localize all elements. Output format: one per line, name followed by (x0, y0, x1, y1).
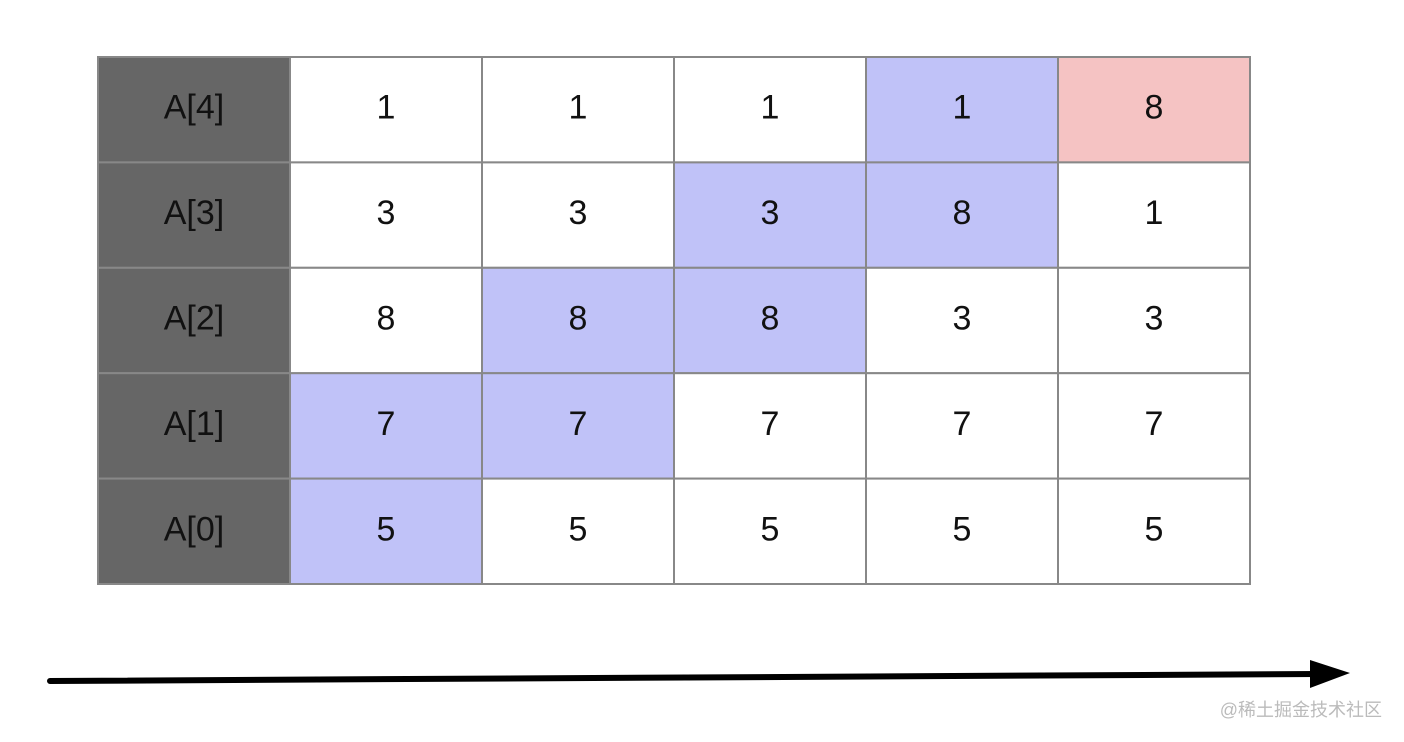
cell-value: 3 (569, 194, 588, 232)
cell-value: 5 (1145, 510, 1164, 548)
cell (1057, 161, 1251, 269)
cell (673, 266, 867, 375)
cell-value: 1 (377, 89, 396, 127)
cell (1057, 266, 1251, 375)
cell-value: 1 (1145, 194, 1164, 232)
row-label-cell (97, 477, 291, 586)
row-label-cell (97, 56, 291, 164)
cell-value: 3 (761, 194, 780, 232)
cell (673, 477, 867, 586)
row-label-cell (97, 372, 291, 480)
cell-value: 3 (953, 299, 972, 337)
cell (481, 477, 675, 586)
cell-value: 1 (953, 89, 972, 127)
row-label: A[0] (164, 510, 224, 548)
cell-value: 8 (953, 194, 972, 232)
cell-value: 3 (377, 194, 396, 232)
cell (865, 372, 1059, 480)
cell-value: 5 (761, 510, 780, 548)
cell-value: 5 (953, 510, 972, 548)
cell (289, 266, 483, 375)
cell-value: 7 (953, 405, 972, 443)
cell-value: 7 (1145, 405, 1164, 443)
watermark: @稀土掘金技术社区 (1220, 700, 1382, 720)
array-grid: A[4] 1 1 1 1 8 A[3] 3 3 3 8 1 A[2] 8 8 8 3 3 A[1] 7 7 7 7 7 A[0]… (97, 56, 1251, 586)
cell-value: 7 (569, 405, 588, 443)
cell-value: 1 (761, 89, 780, 127)
row-label: A[3] (164, 194, 224, 232)
row-label: A[4] (164, 89, 224, 127)
cell (673, 372, 867, 480)
cell (289, 372, 483, 480)
cell-value: 7 (377, 405, 396, 443)
row-label: A[2] (164, 299, 224, 337)
cell (481, 56, 675, 164)
cell (289, 161, 483, 269)
cell (865, 266, 1059, 375)
cell (1057, 372, 1251, 480)
cell-value: 8 (761, 299, 780, 337)
cell (673, 56, 867, 164)
cell (673, 161, 867, 269)
cell (289, 56, 483, 164)
cell-value: 3 (1145, 299, 1164, 337)
cell-value: 8 (569, 299, 588, 337)
cell (1057, 477, 1251, 586)
cell-value: 5 (377, 510, 396, 548)
cell (481, 372, 675, 480)
arrow-head (1310, 660, 1350, 688)
cell-value: 7 (761, 405, 780, 443)
cell-value: 5 (569, 510, 588, 548)
cell-value: 8 (377, 299, 396, 337)
cell (1057, 56, 1251, 164)
row-label: A[1] (164, 405, 224, 443)
cell-value: 8 (1145, 89, 1164, 127)
cell (865, 477, 1059, 586)
cell-value: 1 (569, 89, 588, 127)
time-arrow (47, 671, 1321, 684)
